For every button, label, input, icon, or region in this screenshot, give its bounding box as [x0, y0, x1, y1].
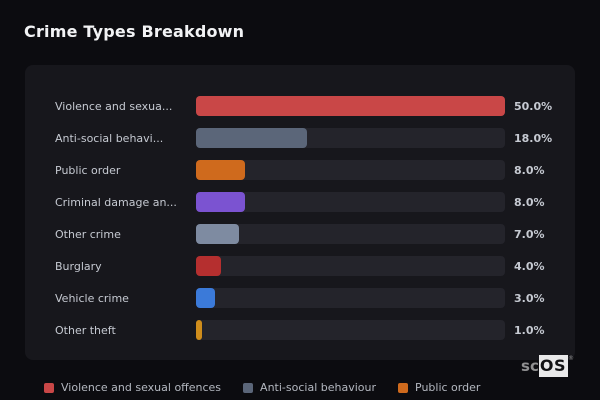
legend-label: Violence and sexual offences [61, 381, 222, 394]
value-label: 4.0% [514, 259, 545, 273]
bar-row: Other crime 7.0% [55, 224, 575, 244]
legend-swatch-violence [44, 382, 54, 393]
category-label: Burglary [55, 259, 102, 273]
bar-track [196, 320, 505, 340]
watermark-prefix: sc [521, 357, 539, 375]
category-label: Anti-social behavi... [55, 131, 164, 145]
bar-burglary[interactable] [196, 256, 221, 276]
bar-track [196, 96, 505, 116]
bar-row: Criminal damage an... 8.0% [55, 192, 575, 212]
value-label: 8.0% [514, 195, 545, 209]
legend: Violence and sexual offences Anti-social… [44, 381, 480, 394]
legend-item-anti-social[interactable]: Anti-social behaviour [243, 381, 376, 394]
page-title: Crime Types Breakdown [24, 22, 245, 41]
bar-track [196, 256, 505, 276]
legend-item-violence[interactable]: Violence and sexual offences [44, 381, 221, 394]
legend-label: Public order [415, 381, 481, 394]
bar-row: Vehicle crime 3.0% [55, 288, 575, 308]
legend-swatch-anti-social [243, 382, 254, 393]
legend-item-public-order[interactable]: Public order [398, 381, 480, 394]
bar-row: Other theft 1.0% [55, 320, 575, 340]
bar-criminal-damage[interactable] [196, 192, 246, 212]
bar-vehicle-crime[interactable] [196, 288, 215, 308]
watermark-logo: sc OS ® [521, 355, 574, 377]
category-label: Other crime [55, 227, 121, 241]
value-label: 50.0% [514, 99, 553, 113]
value-label: 8.0% [514, 163, 545, 177]
bar-anti-social[interactable] [196, 128, 308, 148]
bar-track [196, 288, 505, 308]
value-label: 18.0% [514, 131, 553, 145]
bar-row: Public order 8.0% [55, 160, 575, 180]
bar-other-crime[interactable] [196, 224, 240, 244]
watermark-box: OS [538, 355, 568, 377]
chart-panel: Violence and sexua... 50.0% Anti-social … [25, 65, 575, 360]
bar-track [196, 160, 505, 180]
bar-row: Violence and sexua... 50.0% [55, 96, 575, 116]
bar-track [196, 128, 505, 148]
category-label: Vehicle crime [55, 291, 129, 305]
category-label: Other theft [55, 323, 116, 337]
legend-swatch-public-order [398, 382, 408, 393]
bar-violence[interactable] [196, 96, 505, 116]
bar-row: Burglary 4.0% [55, 256, 575, 276]
bar-track [196, 192, 505, 212]
registered-mark-icon: ® [568, 355, 574, 362]
bar-row: Anti-social behavi... 18.0% [55, 128, 575, 148]
bar-track [196, 224, 505, 244]
value-label: 1.0% [514, 323, 545, 337]
category-label: Violence and sexua... [55, 99, 173, 113]
legend-label: Anti-social behaviour [260, 381, 376, 394]
bar-public-order[interactable] [196, 160, 246, 180]
category-label: Public order [55, 163, 121, 177]
category-label: Criminal damage an... [55, 195, 177, 209]
value-label: 3.0% [514, 291, 545, 305]
bar-other-theft[interactable] [196, 320, 203, 340]
value-label: 7.0% [514, 227, 545, 241]
